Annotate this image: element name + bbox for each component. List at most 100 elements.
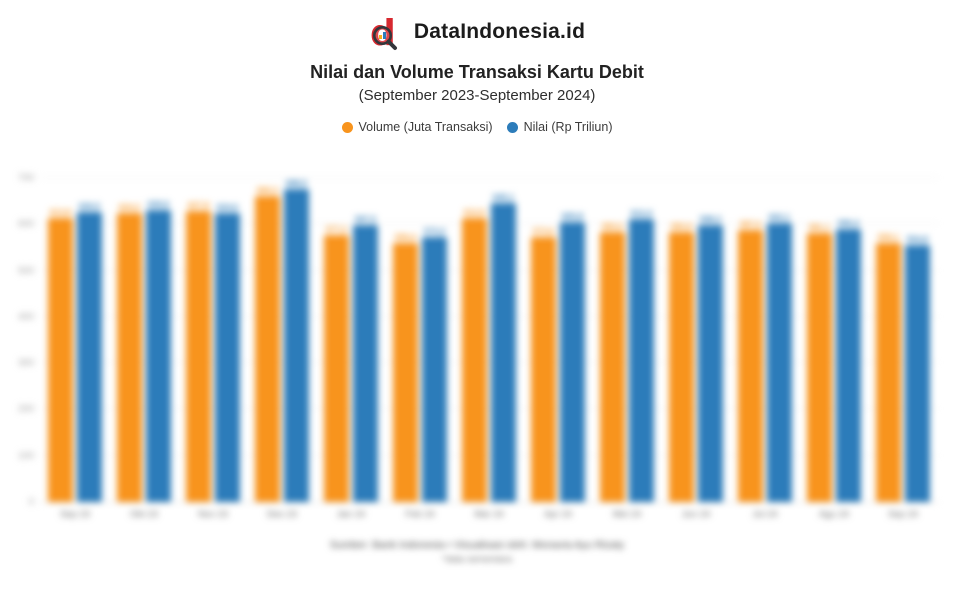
nilai-bar [491,203,516,502]
blurred-chart-region: 0 100 200 300 400 500 600 700 613,8 626,5 624,2 630… [0,173,954,565]
nilai-bar [422,236,447,502]
y-axis-tick-label: 300 [18,357,34,369]
y-axis-tick-label: 500 [18,265,34,277]
bar-group: 613,8 626,5 [48,178,102,502]
bar-value-label: 598,3 [699,214,722,225]
bar-value-label: 590,4 [837,217,860,228]
bar-value-label: 612,9 [463,207,486,218]
bar-value-label: 645,1 [492,192,515,203]
bar-value-label: 573,6 [532,225,555,236]
x-axis-category-label: Apr 24 [544,509,572,520]
nilai-bar-column: 612,4 [629,178,654,502]
bar-value-label: 630,6 [147,199,170,210]
x-axis-category-label: Jun 24 [681,509,711,520]
bar-value-label: 688,5 [285,178,308,188]
nilai-bar-column: 554,8 [905,178,930,502]
bar-value-label: 554,8 [906,234,929,245]
gridline [40,408,938,410]
bar-group: 581,1 590,4 [807,178,861,502]
bar-group: 583,9 598,3 [669,178,723,502]
bar-group: 587,6 602,1 [738,178,792,502]
x-axis-category-label: Jul 24 [752,509,778,520]
nilai-bar [284,189,309,502]
volume-bar [462,218,487,502]
nilai-series-dot-icon [506,121,518,133]
y-axis-tick-label: 600 [18,218,34,230]
bar-group: 559,4 573,3 [393,178,447,502]
x-axis-category-label: Okt 23 [130,509,158,520]
bar-value-label: 573,3 [423,225,446,236]
nilai-bar-column: 624,6 [215,178,240,502]
nilai-bar-column: 597,5 [353,178,378,502]
nilai-bar [629,218,654,502]
volume-bar-column: 559,4 [393,178,418,502]
bar-chart: 0 100 200 300 400 500 600 700 613,8 626,5 624,2 630… [0,173,954,520]
nilai-bar [836,228,861,502]
y-axis-tick-label: 700 [18,172,34,184]
legend-label-volume: Volume (Juta Transaksi) [358,120,493,134]
bar-value-label: 624,6 [216,201,239,212]
bar-group: 612,9 645,1 [462,178,516,502]
bar-group: 573,6 605,8 [531,178,585,502]
nilai-bar [215,212,240,502]
y-axis-tick-label: 200 [18,403,34,415]
data-note-text: *data sementara [442,554,512,565]
volume-bar [876,243,901,502]
legend-item-volume: Volume (Juta Transaksi) [341,120,493,134]
volume-bar-column: 583,9 [669,178,694,502]
nilai-bar-column: 602,1 [767,178,792,502]
bar-value-label: 612,4 [630,207,653,218]
volume-bar-column: 573,6 [531,178,556,502]
plot-area: 0 100 200 300 400 500 600 700 613,8 626,5 624,2 630… [18,173,938,508]
bar-group: 660,3 688,5 [255,178,309,502]
bar-group: 559,1 554,8 [876,178,930,502]
legend-item-nilai: Nilai (Rp Triliun) [506,120,613,134]
volume-bar [531,236,556,502]
x-axis-category-label: Feb 24 [405,509,435,520]
volume-bar-column: 581,1 [807,178,832,502]
bar-value-label: 613,8 [49,206,72,217]
volume-bar [48,217,73,502]
y-axis-tick-label: 0 [28,496,34,508]
volume-bar [186,211,211,502]
bar-value-label: 559,4 [394,232,417,243]
volume-bar [600,231,625,502]
volume-bar-column: 587,6 [738,178,763,502]
volume-bar [324,234,349,502]
nilai-bar-column: 605,8 [560,178,585,502]
nilai-bar-column: 598,3 [698,178,723,502]
bar-group: 583,5 612,4 [600,178,654,502]
y-axis-tick-label: 400 [18,311,34,323]
gridline [40,269,938,271]
chart-subtitle: (September 2023-September 2024) [358,87,596,104]
volume-bar [393,243,418,502]
volume-bar [117,213,142,502]
nilai-bar-column: 573,3 [422,178,447,502]
volume-bar-column: 660,3 [255,178,280,502]
gridline [40,362,938,364]
volume-bar-column: 577,2 [324,178,349,502]
volume-bar [255,196,280,502]
nilai-bar [767,223,792,502]
x-axis-category-label: Agu 24 [818,509,850,520]
bar-value-label: 605,8 [561,210,584,221]
gridline [40,454,938,456]
volume-bar-column: 583,5 [600,178,625,502]
volume-bar-column: 612,9 [462,178,487,502]
gridline [40,223,938,225]
volume-bar [807,233,832,502]
nilai-bar-column: 590,4 [836,178,861,502]
brand-name: DataIndonesia.id [413,20,586,43]
x-axis-category-label: Mei 24 [612,509,642,520]
bar-groups: 613,8 626,5 624,2 630,6 627,8 624,6 660,3 688,5… [40,178,938,502]
bar-value-label: 583,5 [601,220,624,231]
bar-value-label: 627,8 [187,200,210,211]
bar-group: 624,2 630,6 [117,178,171,502]
nilai-bar [905,245,930,502]
nilai-bar [560,221,585,502]
x-axis-category-label: Des 23 [266,509,298,520]
x-axis-labels: Sep 23 Okt 23 Nov 23 Des 23 Jan 24 Feb 24 Mar … [40,509,938,520]
volume-bar [669,231,694,502]
bar-value-label: 581,1 [808,222,831,233]
